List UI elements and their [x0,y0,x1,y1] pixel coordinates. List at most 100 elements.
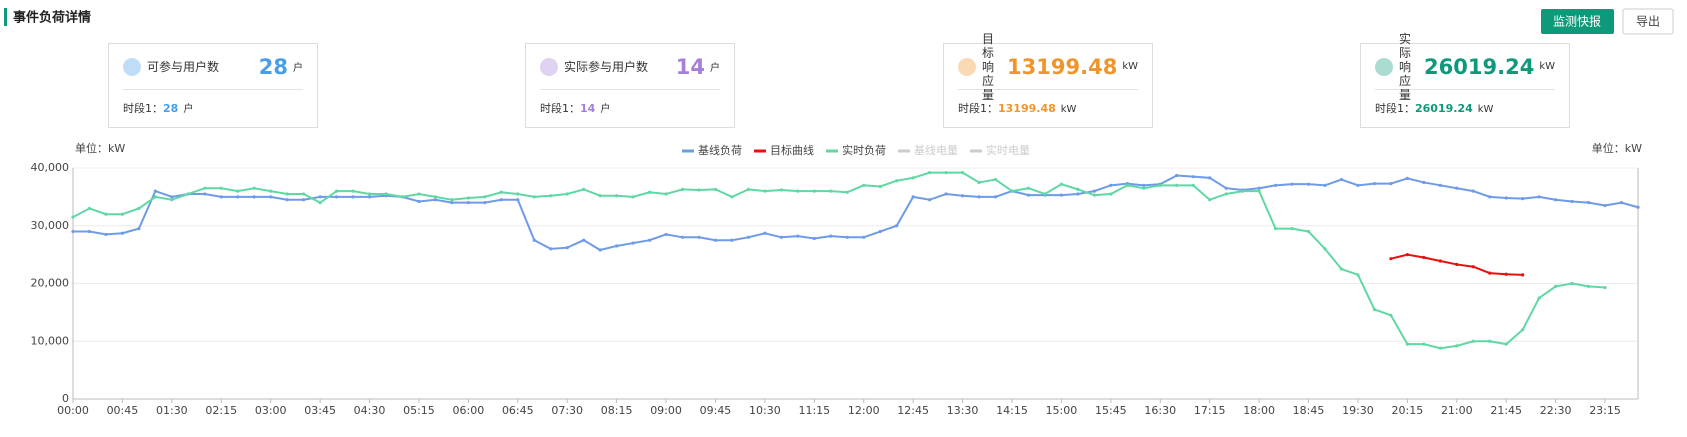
card-label: 实际参与用户数 [564,59,649,74]
point [928,171,932,175]
point [1389,257,1393,261]
point [87,229,92,234]
page-title: 事件负荷详情 [13,10,91,26]
point [318,195,322,199]
point [993,177,998,182]
point [631,195,635,199]
point [1356,273,1360,277]
point [334,195,339,199]
point [845,235,849,239]
point [565,246,569,250]
point [1422,342,1426,346]
x-tick-label: 08:15 [601,404,633,417]
card-unit: kW [1122,61,1138,72]
point [1306,229,1311,234]
card-value: 14 [675,54,705,79]
point [269,195,273,199]
legend-label: 目标曲线 [770,143,814,157]
point [87,206,92,211]
point [1603,285,1607,290]
point [170,198,174,202]
period-unit: kW [1060,104,1077,115]
card-unit: 户 [293,63,303,74]
point [483,195,487,199]
point [1438,259,1442,263]
x-tick-label: 18:45 [1293,404,1325,417]
x-tick-label: 00:45 [107,404,139,417]
point [466,201,470,205]
card-header: 实际响应量 26019.24 kW [1375,32,1555,102]
x-tick-label: 13:30 [947,404,979,417]
point [1191,183,1195,187]
point [203,186,207,190]
point [334,189,339,193]
card-header: 可参与用户数 28 户 [123,44,303,90]
point [1109,192,1113,196]
period-label: 时段1： [540,102,580,115]
point [1323,247,1327,251]
point [1504,196,1508,200]
card-header: 目标响应量 13199.48 kW [958,32,1138,102]
point [1175,173,1179,178]
point [1471,339,1475,343]
point [977,195,981,199]
point [104,232,108,237]
card-unit: 户 [710,63,720,74]
report-button-label[interactable]: 监测快报 [1553,14,1601,29]
point [878,184,882,189]
card-icon [958,57,976,76]
point [1586,284,1591,288]
point [1257,189,1261,193]
point [1586,201,1591,205]
point [1125,183,1129,187]
point [697,188,701,192]
point [417,199,421,204]
point [1504,342,1508,346]
point [1537,296,1541,300]
export-button-label[interactable]: 导出 [1636,15,1660,29]
point [812,189,816,193]
point [1076,192,1080,196]
report-button[interactable] [1541,9,1614,34]
point [1290,227,1294,231]
export-button[interactable] [1622,8,1674,35]
point [1224,186,1228,190]
card-period: 时段1：26019.24 kW [1375,90,1555,116]
point [1504,272,1508,276]
point [598,194,602,198]
point [730,238,734,242]
point [944,192,948,196]
x-tick-label: 09:00 [650,404,682,417]
point [960,171,965,175]
point [1372,307,1377,312]
card-value: 26019.24 [1424,54,1535,79]
point [862,183,866,187]
x-tick-label: 20:15 [1392,404,1424,417]
point [1142,183,1146,187]
x-tick-label: 16:30 [1144,404,1176,417]
x-tick-label: 00:00 [57,404,89,417]
point [285,198,289,202]
point [532,238,536,242]
period-unit: 户 [183,104,194,115]
point [598,248,602,252]
point [746,187,751,191]
point [1224,192,1228,196]
period-value: 14 [580,102,596,115]
point [549,247,553,251]
point [417,192,421,196]
point [318,201,322,205]
x-tick-label: 12:45 [897,404,929,417]
point [302,198,306,202]
x-tick-label: 15:00 [1046,404,1078,417]
point [1455,186,1459,190]
point [433,198,438,202]
point [1488,339,1492,343]
point [499,190,503,194]
point [400,195,405,199]
card-icon [540,57,558,76]
point [565,192,569,196]
point [499,198,503,202]
card-value: 13199.48 [1007,54,1118,79]
point [236,195,240,199]
